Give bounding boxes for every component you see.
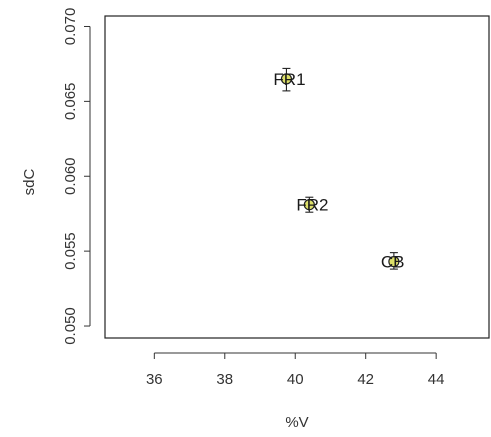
data-point <box>388 256 400 268</box>
data-point-group: FR1 <box>273 67 306 92</box>
data-point <box>303 199 315 211</box>
y-tick-label: 0.070 <box>62 8 79 46</box>
data-points: FR1 FR2 CB <box>273 67 405 272</box>
x-axis: 36 38 40 42 44 <box>146 352 445 388</box>
x-tick-label: 38 <box>216 371 233 388</box>
y-tick-label: 0.060 <box>62 157 79 195</box>
data-point-group: FR2 <box>296 196 328 215</box>
y-axis: 0.050 0.055 0.060 0.065 0.070 <box>62 8 91 345</box>
plot-frame <box>104 15 490 339</box>
y-tick-label: 0.065 <box>62 83 79 121</box>
x-axis-title: %V <box>285 414 308 431</box>
data-point-label: FR2 <box>296 196 328 215</box>
x-tick-label: 42 <box>357 371 374 388</box>
y-tick-label: 0.055 <box>62 232 79 270</box>
y-tick-label: 0.050 <box>62 307 79 345</box>
data-point-label: FR1 <box>273 70 305 89</box>
data-point-label: CB <box>381 253 405 272</box>
x-tick-label: 40 <box>287 371 304 388</box>
data-point-group: CB <box>381 252 405 272</box>
y-axis-title: sdC <box>21 169 38 196</box>
x-tick-label: 44 <box>428 371 445 388</box>
x-tick-label: 36 <box>146 371 163 388</box>
data-point <box>280 73 293 85</box>
